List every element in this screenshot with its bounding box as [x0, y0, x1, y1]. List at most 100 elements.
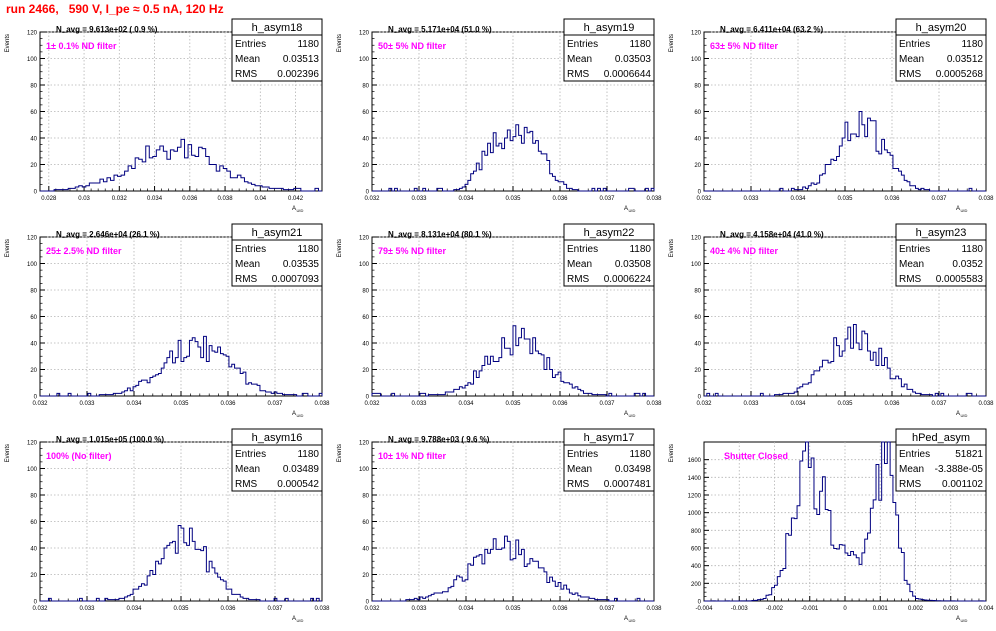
filter-label: 79± 5% ND filter — [378, 246, 446, 256]
stats-value-entries: 1180 — [629, 244, 651, 255]
stats-key-entries: Entries — [567, 449, 598, 460]
x-tick-label: 0.042 — [288, 196, 304, 202]
stats-value-entries: 1180 — [297, 449, 319, 460]
y-tick-label: 0 — [698, 190, 702, 196]
n-avg-label: N_avg = 2.646e+04 (26.1 %) — [56, 230, 160, 239]
x-tick-label: 0.036 — [884, 401, 900, 407]
y-tick-label: 800 — [691, 529, 702, 535]
histogram-line — [704, 441, 986, 602]
x-tick-label: 0.036 — [552, 196, 568, 202]
stats-value-entries: 1180 — [629, 39, 651, 50]
stats-key-mean: Mean — [567, 54, 592, 65]
y-tick-label: 20 — [694, 368, 701, 374]
n-avg-label: N_avg = 5.171e+04 (51.0 %) — [388, 25, 492, 34]
filter-label: 40± 4% ND filter — [710, 246, 778, 256]
stats-value-rms: 0.0005583 — [936, 274, 984, 285]
x-tick-label: 0.035 — [837, 196, 853, 202]
y-tick-label: 400 — [691, 564, 702, 570]
stats-key-mean: Mean — [235, 259, 260, 270]
stats-value-rms: 0.0007093 — [272, 274, 320, 285]
x-tick-label: 0 — [843, 606, 847, 612]
x-tick-label: 0.033 — [411, 401, 427, 407]
histogram-name: h_asym21 — [252, 227, 303, 239]
x-tick-label: 0.036 — [220, 606, 236, 612]
histogram-line — [40, 335, 323, 397]
y-tick-label: 40 — [362, 342, 369, 348]
y-tick-label: 100 — [27, 262, 38, 268]
y-tick-label: 60 — [694, 315, 701, 321]
x-tick-label: 0.034 — [147, 196, 163, 202]
histogram-line — [704, 323, 986, 397]
stats-key-rms: RMS — [235, 69, 258, 80]
y-tick-label: 40 — [694, 342, 701, 348]
x-tick-label: 0.034 — [790, 401, 806, 407]
x-tick-label: 0.034 — [458, 606, 474, 612]
histogram-panel-h_asym16: 0 20 40 60 80 100 120 0.032 0.033 0.034 0.035 0.036… — [5, 428, 330, 623]
y-tick-label: 20 — [362, 368, 369, 374]
stats-key-entries: Entries — [567, 244, 598, 255]
histogram-name: h_asym23 — [916, 227, 967, 239]
x-tick-label: 0.032 — [696, 196, 712, 202]
y-tick-label: 40 — [362, 137, 369, 143]
y-tick-label: 80 — [30, 289, 37, 295]
stats-key-rms: RMS — [899, 69, 922, 80]
y-tick-label: 120 — [359, 441, 370, 447]
y-tick-label: 0 — [34, 395, 38, 401]
y-tick-label: 80 — [30, 84, 37, 90]
stats-key-rms: RMS — [567, 274, 590, 285]
histogram-name: hPed_asym — [912, 432, 970, 444]
stats-box — [231, 18, 323, 82]
histogram-panel-h_asym21: 0 20 40 60 80 100 120 0.032 0.033 0.034 0.035 0.036… — [5, 223, 330, 418]
stats-value-rms: 0.0006644 — [604, 69, 652, 80]
x-tick-label: 0.033 — [743, 196, 759, 202]
stats-value-mean: 0.03508 — [615, 259, 652, 270]
y-tick-label: 200 — [691, 582, 702, 588]
stats-value-mean: 0.03512 — [947, 54, 984, 65]
stats-value-mean: -3.388e-05 — [935, 464, 984, 475]
stats-box — [895, 428, 987, 492]
stats-key-rms: RMS — [899, 274, 922, 285]
x-tick-label: 0.034 — [126, 606, 142, 612]
x-tick-label: 0.032 — [696, 401, 712, 407]
x-tick-label: -0.002 — [766, 606, 784, 612]
y-tick-label: 1400 — [688, 476, 702, 482]
x-axis-label-subscript: UID — [297, 618, 304, 623]
x-tick-label: 0.037 — [931, 401, 947, 407]
x-axis-label-subscript: UID — [629, 208, 636, 213]
y-tick-label: 100 — [359, 467, 370, 473]
x-tick-label: 0.038 — [978, 401, 994, 407]
x-tick-label: 0.032 — [364, 606, 380, 612]
x-axis-label-subscript: UID — [297, 413, 304, 418]
stats-key-mean: Mean — [567, 464, 592, 475]
y-tick-label: 120 — [359, 236, 370, 242]
x-tick-label: 0.032 — [364, 401, 380, 407]
x-tick-label: 0.034 — [458, 196, 474, 202]
stats-box — [231, 223, 323, 287]
stats-key-mean: Mean — [235, 54, 260, 65]
x-tick-label: 0.038 — [218, 196, 234, 202]
histogram-line — [371, 325, 654, 397]
filter-label: 10± 1% ND filter — [378, 451, 446, 461]
stats-value-mean: 0.03489 — [283, 464, 320, 475]
y-tick-label: 60 — [30, 315, 37, 321]
stats-key-rms: RMS — [235, 274, 258, 285]
x-tick-label: 0.037 — [267, 401, 283, 407]
histogram-name: h_asym19 — [584, 22, 635, 34]
x-tick-label: 0.037 — [267, 606, 283, 612]
x-tick-label: 0.035 — [173, 401, 189, 407]
y-tick-label: 80 — [694, 84, 701, 90]
x-tick-label: 0.036 — [220, 401, 236, 407]
y-tick-label: 80 — [30, 494, 37, 500]
x-tick-label: 0.036 — [884, 196, 900, 202]
x-tick-label: -0.004 — [695, 606, 713, 612]
stats-key-mean: Mean — [567, 259, 592, 270]
x-tick-label: 0.036 — [552, 606, 568, 612]
y-tick-label: 20 — [362, 163, 369, 169]
x-tick-label: 0.034 — [458, 401, 474, 407]
stats-value-entries: 51821 — [955, 449, 983, 460]
y-tick-label: 120 — [27, 31, 38, 37]
y-tick-label: 0 — [698, 395, 702, 401]
y-tick-label: 60 — [30, 520, 37, 526]
x-tick-label: 0.032 — [32, 401, 48, 407]
x-tick-label: 0.037 — [931, 196, 947, 202]
